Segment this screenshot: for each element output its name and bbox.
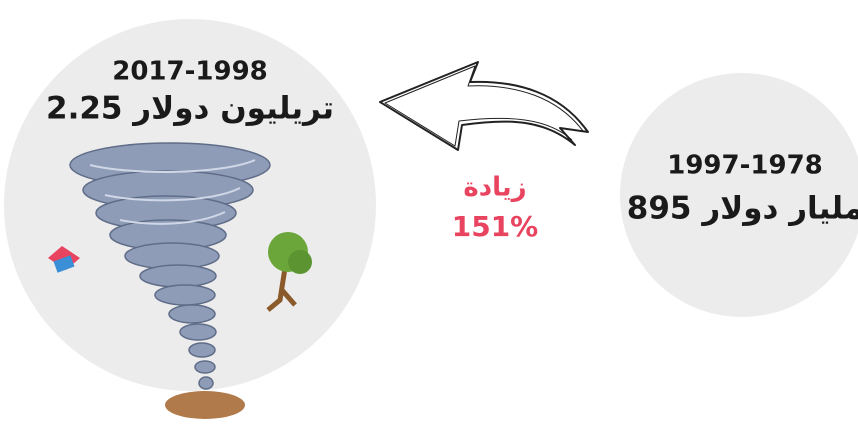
- arrow: [380, 62, 588, 150]
- earlier-amount: 895 مليار دولار: [627, 191, 858, 227]
- earlier-years: 1997-1978: [667, 151, 823, 181]
- infographic: 2017-1998 2.25 تريليون دولار 1997-1978 8…: [0, 0, 858, 433]
- change-percent: 151%: [452, 210, 539, 243]
- change-label: زيادة: [463, 173, 526, 203]
- page: 2017-1998 2.25 تريليون دولار 1997-1978 8…: [0, 0, 858, 433]
- later-amount: 2.25 تريليون دولار: [46, 91, 334, 127]
- later-years: 2017-1998: [112, 57, 268, 87]
